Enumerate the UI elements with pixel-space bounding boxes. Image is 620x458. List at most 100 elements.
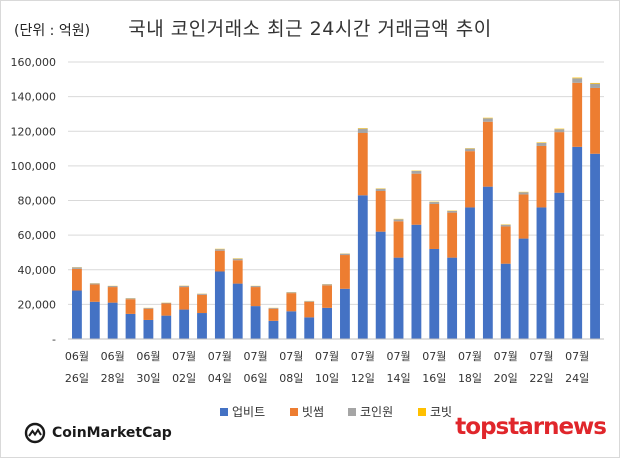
legend: 업비트 빗썸 코인원 코빗 [220,405,452,419]
bar-segment [393,221,404,258]
bar-segment [72,290,82,339]
bar-segment [232,260,243,284]
x-tick-day: 08일 [279,371,303,385]
bar-segment [340,255,350,289]
y-tick-label: - [52,333,56,346]
bar-segment [429,202,440,204]
x-tick-month: 07월 [494,350,518,363]
coinmarketcap-logo-icon [24,422,46,444]
bar-segment [286,292,297,294]
x-tick-month: 07월 [172,350,196,363]
bar-segment [447,257,458,339]
x-tick-day: 24일 [565,371,589,385]
bar-segment [518,238,529,339]
x-tick-day: 02일 [172,371,196,385]
bar-segment [322,284,332,286]
bar-segment [572,82,583,147]
x-tick-month: 06월 [136,350,160,363]
bar-segment [572,146,583,339]
x-tick-day: 22일 [529,371,553,385]
source-logo: CoinMarketCap [24,422,172,444]
bar-segment [447,210,458,213]
y-tick-label: 100,000 [11,160,57,173]
x-tick-day: 14일 [386,371,410,385]
bar-segment [72,268,82,291]
x-tick-day: 04일 [208,371,232,385]
bar-segment [590,87,600,154]
bar-segment [322,307,332,339]
x-tick-month: 07월 [315,350,339,363]
bar-segment [393,257,404,339]
bar-segment [143,308,154,320]
bar-segment [161,302,172,304]
x-tick-month: 07월 [529,350,553,363]
y-tick-label: 60,000 [18,229,57,242]
x-tick-month: 06월 [65,350,89,363]
bar-segment [572,78,583,83]
bar-segment [393,219,404,222]
chart-title: 국내 코인거래소 최근 24시간 거래금액 추이 [128,18,492,40]
bar-segment [572,77,583,79]
bar-segment [304,301,315,302]
x-tick-month: 07월 [208,350,232,363]
bar-segment [357,195,368,339]
legend-label: 코인원 [360,405,393,419]
bar-segment [143,308,154,309]
bar-segment [536,142,547,143]
bar-segment [375,231,386,339]
x-axis: 06월 26일 06월 28일 06월 30일 07월 02일 07월 04일 07월 06일 07월 0… [65,338,604,385]
bar-segment [340,253,350,256]
bar-segment [197,293,207,295]
bar-segment [536,142,547,146]
bar-segment [590,82,600,84]
bar-segment [107,286,118,288]
bar-segment [554,128,565,130]
bar-segment [518,194,529,239]
bar-segment [322,285,332,308]
bar-segment [214,271,225,339]
bar-segment [357,132,368,196]
bar-segment [250,306,261,339]
bar-segment [143,319,154,339]
bar-segment [465,148,475,152]
bar-segment [482,118,493,122]
publisher-logo: topstarnews [455,414,607,440]
bar-segment [214,250,225,272]
bar-segment [554,192,565,339]
x-tick-day: 18일 [458,371,482,385]
bar-segment [89,283,100,285]
bar-segment [179,309,190,339]
bar-segment [304,301,315,318]
bar-segment [357,128,368,129]
y-tick-label: 20,000 [18,298,57,311]
y-tick-label: 140,000 [11,91,57,104]
x-tick-day: 20일 [494,371,518,385]
y-tick-label: 80,000 [18,195,57,208]
bar-segment [232,258,243,261]
bar-segment [590,153,600,339]
y-tick-label: 160,000 [11,56,57,69]
x-tick-month: 06월 [101,350,125,363]
legend-swatch [418,408,426,416]
bar-segment [482,117,493,119]
bar-segment [411,224,422,339]
x-tick-month: 07월 [422,350,446,363]
x-tick-month: 07월 [351,350,375,363]
bar-segment [232,283,243,339]
bar-segment [125,313,136,339]
y-tick-label: 40,000 [18,264,57,277]
bar-segment [465,207,475,339]
x-tick-day: 28일 [101,371,125,385]
bar-segment [482,121,493,187]
y-axis: - 20,000 40,000 60,000 80,000 100,000 120,000 1… [11,56,57,346]
x-tick-day: 10일 [315,371,339,385]
legend-swatch [290,408,298,416]
x-tick-day: 30일 [136,371,160,385]
x-tick-day: 16일 [422,371,446,385]
bars [72,77,600,339]
bar-segment [89,284,100,302]
bar-segment [518,192,529,195]
bar-segment [500,226,511,264]
legend-label: 코빗 [430,405,452,419]
